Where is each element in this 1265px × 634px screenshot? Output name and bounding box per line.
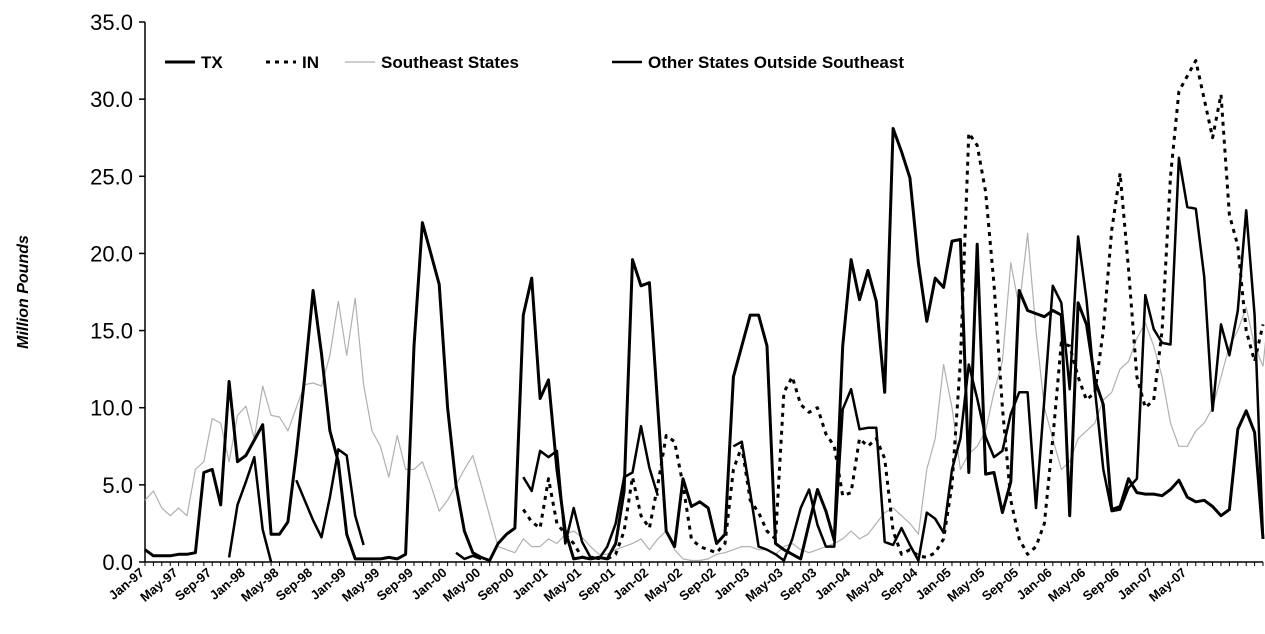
- y-tick-label: 0.0: [102, 550, 133, 575]
- x-tick-label: May-02: [642, 565, 685, 605]
- legend-label-in: IN: [302, 53, 319, 72]
- y-tick-label: 35.0: [90, 10, 133, 35]
- x-tick-label: Sep-00: [474, 565, 516, 604]
- x-tick-label: Sep-01: [575, 565, 617, 604]
- legend-label-other-states-outside-southeast: Other States Outside Southeast: [648, 53, 904, 72]
- x-tick-label: Sep-99: [374, 565, 416, 604]
- x-tick-label: May-99: [339, 565, 382, 605]
- x-tick-label: May-06: [1045, 565, 1088, 605]
- x-tick-label: Sep-02: [676, 565, 718, 604]
- series-line-other-states-outside-southeast: [227, 156, 1265, 563]
- x-tick-label: Sep-03: [777, 565, 819, 604]
- x-tick-label: Sep-04: [878, 564, 921, 603]
- x-axis-ticks: Jan-97May-97Sep-97Jan-98May-98Sep-98Jan-…: [106, 562, 1264, 605]
- y-axis-ticks: 0.0 5.0 10.0 15.0 20.0 25.0 30.0 35.0: [90, 10, 145, 575]
- x-tick-label: Sep-06: [1080, 565, 1122, 604]
- x-tick-label: May-97: [137, 565, 180, 605]
- series-line-southeast-states: [144, 232, 1265, 562]
- legend: TX IN Southeast States Other States Outside…: [165, 53, 904, 72]
- x-tick-label: May-01: [541, 565, 584, 605]
- x-tick-label: May-05: [944, 565, 987, 605]
- series-line-tx: [144, 127, 1265, 562]
- x-tick-label: May-07: [1146, 565, 1189, 605]
- x-tick-label: Sep-05: [979, 565, 1021, 604]
- y-tick-label: 20.0: [90, 241, 133, 266]
- y-tick-label: 10.0: [90, 396, 133, 421]
- y-tick-label: 15.0: [90, 319, 133, 344]
- x-tick-label: May-03: [742, 565, 785, 605]
- series-line-in: [522, 59, 1265, 561]
- x-tick-label: May-00: [440, 565, 483, 605]
- y-tick-label: 5.0: [102, 473, 133, 498]
- x-tick-label: Sep-97: [172, 565, 214, 604]
- y-tick-label: 25.0: [90, 164, 133, 189]
- legend-label-southeast-states: Southeast States: [381, 53, 519, 72]
- x-tick-label: Sep-98: [273, 565, 315, 604]
- x-tick-label: May-04: [843, 564, 887, 604]
- series-lines: [144, 59, 1265, 563]
- chart-axes: [144, 22, 1263, 563]
- legend-label-tx: TX: [201, 53, 223, 72]
- y-axis-label: Million Pounds: [15, 235, 32, 349]
- x-tick-label: May-98: [238, 565, 281, 605]
- y-tick-label: 30.0: [90, 87, 133, 112]
